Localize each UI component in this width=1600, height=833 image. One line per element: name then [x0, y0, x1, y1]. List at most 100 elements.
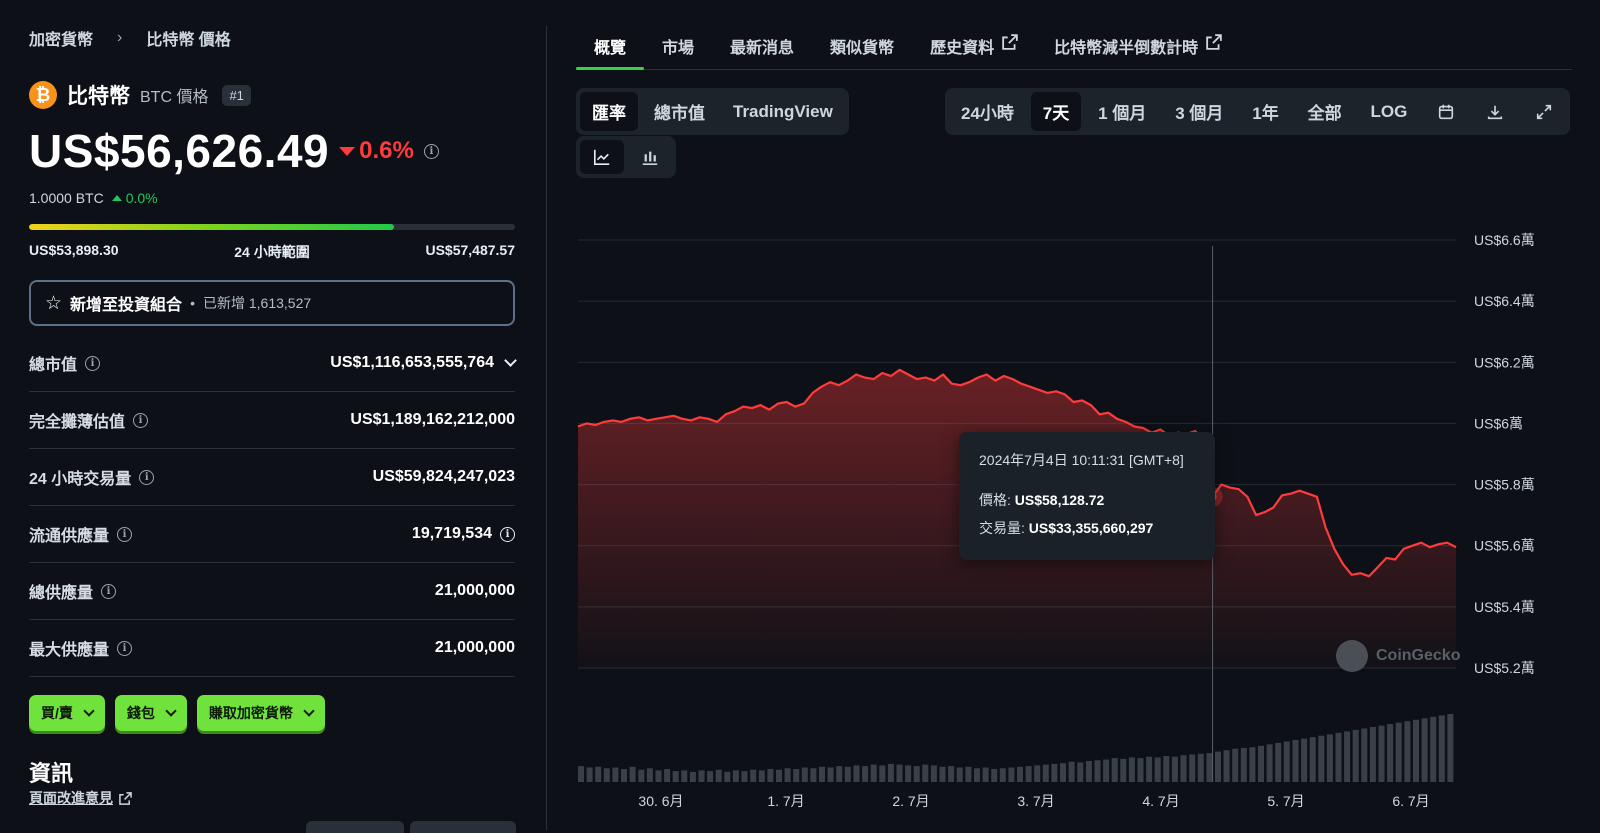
- stat-value: US$1,116,653,555,764: [330, 354, 494, 371]
- calendar-button[interactable]: [1424, 95, 1468, 129]
- volume-bar: [1404, 721, 1411, 782]
- volume-bar: [956, 767, 963, 782]
- stat-value: 21,000,000: [434, 582, 515, 599]
- stat-value: US$1,189,162,212,000: [350, 411, 515, 428]
- breadcrumb-root[interactable]: 加密貨幣: [29, 32, 94, 49]
- volume-bar: [793, 769, 800, 782]
- volume-bar: [1326, 734, 1333, 782]
- tooltip-date: 2024年7月4日 10:11:31 [GMT+8]: [979, 452, 1184, 468]
- range-all[interactable]: 全部: [1307, 104, 1342, 123]
- x-tick-label: 3. 7月: [1017, 793, 1054, 809]
- external-link-icon: [119, 791, 132, 805]
- wallet-label: 錢包: [126, 705, 155, 721]
- fullscreen-button[interactable]: [1522, 95, 1566, 129]
- price-change-value: 0.6%: [359, 137, 414, 164]
- info-icon[interactable]: i: [85, 355, 101, 371]
- price-change: 0.6%: [339, 137, 414, 165]
- volume-bar: [655, 770, 662, 782]
- volume-bar: [1275, 742, 1282, 782]
- range-7d[interactable]: 7天: [1030, 92, 1082, 131]
- volume-bar: [810, 768, 817, 782]
- volume-bar: [1430, 716, 1437, 782]
- info-icon[interactable]: i: [500, 526, 515, 542]
- toggle-tradingview[interactable]: TradingView: [733, 101, 833, 121]
- range-log[interactable]: LOG: [1370, 101, 1408, 121]
- toggle-price[interactable]: 匯率: [580, 92, 638, 131]
- stat-row-market-cap: 總市值 i US$1,116,653,555,764: [29, 335, 517, 392]
- range-1m[interactable]: 1 個月: [1098, 104, 1147, 123]
- tooltip-price: US$58,128.72: [1014, 492, 1105, 508]
- btc-change-value: 0.0%: [125, 190, 158, 206]
- volume-bar: [801, 767, 808, 782]
- volume-bar: [1085, 761, 1092, 782]
- tab-label: 歷史資料: [930, 40, 995, 57]
- volume-bar: [1128, 757, 1135, 782]
- breadcrumb-current: 比特幣 價格: [146, 32, 231, 49]
- tab-overview[interactable]: 概覽: [576, 22, 645, 70]
- external-link-icon: [1206, 34, 1222, 50]
- add-to-portfolio-button[interactable]: ☆ 新增至投資組合 • 已新增 1,613,527: [29, 280, 515, 326]
- volume-bar: [1301, 738, 1308, 782]
- info-icon[interactable]: i: [117, 526, 133, 542]
- earn-crypto-button[interactable]: 賺取加密貨幣: [196, 695, 325, 731]
- volume-bar: [1189, 754, 1196, 782]
- tab-label: 最新消息: [730, 40, 795, 57]
- wallet-button[interactable]: 錢包: [114, 695, 187, 731]
- volume-bar: [896, 764, 903, 782]
- chevron-down-icon: [303, 705, 315, 717]
- volume-bar: [1438, 715, 1445, 782]
- tab-halving-countdown[interactable]: 比特幣減半倒數計時: [1036, 22, 1240, 69]
- pill[interactable]: [306, 821, 404, 833]
- download-button[interactable]: [1473, 95, 1517, 129]
- x-tick-label: 1. 7月: [767, 793, 804, 809]
- volume-bar: [1008, 767, 1015, 782]
- volume-bar: [750, 769, 757, 782]
- info-icon[interactable]: i: [117, 640, 133, 656]
- volume-bar: [965, 766, 972, 782]
- y-tick-label: US$6.6萬: [1474, 232, 1535, 248]
- range-high: US$57,487.57: [425, 242, 515, 258]
- chevron-down-icon[interactable]: [504, 354, 517, 367]
- tab-markets[interactable]: 市場: [644, 22, 712, 69]
- stat-label: 24 小時交易量: [29, 471, 132, 488]
- tab-news[interactable]: 最新消息: [712, 22, 812, 69]
- info-icon[interactable]: i: [133, 412, 149, 428]
- volume-bar: [672, 771, 679, 782]
- volume-bar: [930, 765, 937, 782]
- info-icon[interactable]: i: [139, 469, 155, 485]
- right-panel: 概覽 市場 最新消息 類似貨幣 歷史資料 比特幣減半倒數計時 匯率 總市值 Tr…: [548, 0, 1600, 830]
- pill[interactable]: [410, 821, 516, 833]
- stat-value: US$59,824,247,023: [372, 468, 515, 485]
- volume-bar: [1103, 759, 1110, 782]
- range-3m[interactable]: 3 個月: [1175, 104, 1224, 123]
- volume-bar: [870, 764, 877, 782]
- earn-crypto-label: 賺取加密貨幣: [208, 705, 293, 721]
- price-row: US$56,626.49 0.6% i: [29, 124, 439, 178]
- volume-bar: [827, 767, 834, 782]
- volume-bar: [1215, 751, 1221, 782]
- tab-similar[interactable]: 類似貨幣: [812, 22, 912, 69]
- y-tick-label: US$5.2萬: [1474, 660, 1535, 676]
- volume-bar: [767, 769, 774, 782]
- page-feedback-link[interactable]: 頁面改進意見: [29, 788, 132, 808]
- range-24h[interactable]: 24小時: [961, 104, 1014, 123]
- buy-sell-button[interactable]: 買/賣: [29, 695, 105, 731]
- toggle-market-cap[interactable]: 總市值: [654, 104, 705, 123]
- coin-symbol-label: BTC 價格: [140, 89, 209, 106]
- coingecko-watermark: CoinGecko: [1336, 640, 1460, 672]
- volume-bar: [578, 766, 584, 782]
- star-icon: ☆: [45, 292, 63, 314]
- candlestick-chart-button[interactable]: [628, 140, 672, 174]
- external-link-icon: [1002, 34, 1018, 50]
- volume-bar: [879, 765, 886, 782]
- stat-label: 總市值: [29, 357, 78, 374]
- volume-bar: [1051, 763, 1058, 782]
- info-icon[interactable]: i: [423, 143, 439, 159]
- btc-conversion: 1.0000 BTC 0.0%: [29, 190, 158, 206]
- y-tick-label: US$6.2萬: [1474, 354, 1535, 370]
- volume-bar: [1025, 766, 1032, 782]
- line-chart-button[interactable]: [580, 140, 624, 174]
- tab-historical[interactable]: 歷史資料: [912, 22, 1036, 69]
- info-icon[interactable]: i: [101, 583, 117, 599]
- range-1y[interactable]: 1年: [1252, 104, 1279, 123]
